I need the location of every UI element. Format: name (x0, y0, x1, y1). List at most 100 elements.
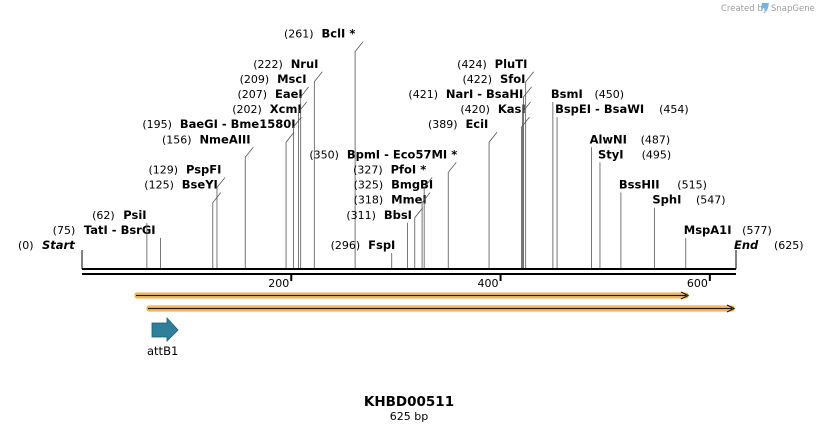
enzyme-name: MmeI (391, 193, 427, 207)
site-psii[interactable]: (62) PsiI (92, 208, 148, 268)
site-name[interactable]: KasI (498, 102, 526, 116)
enzyme-name: FspI (368, 238, 395, 252)
site-name[interactable]: MmeI (391, 193, 427, 207)
site-connector (522, 101, 531, 268)
site-kasi[interactable]: (420) KasI (460, 102, 530, 268)
site-connector (521, 116, 530, 268)
site-name[interactable]: PluTI (495, 57, 528, 71)
site-position: (421) (408, 88, 438, 101)
site-name[interactable]: SphI (652, 193, 681, 207)
site-alwni[interactable]: (487) AlwNI (590, 132, 671, 268)
site-name[interactable]: PsiI (123, 208, 146, 222)
enzyme-name: NarI (446, 87, 473, 101)
enzyme-name: AlwNI (590, 132, 627, 146)
site-name[interactable]: StyI (598, 147, 624, 161)
site-name[interactable]: NarI - BsaHI (446, 87, 523, 101)
site-name[interactable]: BpmI - Eco57MI * (347, 147, 457, 161)
snapgene-logo-icon (761, 3, 769, 12)
site-mmei[interactable]: (318) MmeI (354, 193, 427, 268)
site-connector (212, 192, 222, 268)
site-nmeaiii[interactable]: (156) NmeAIII (162, 132, 254, 268)
orf-arrow-2[interactable] (146, 304, 736, 313)
site-mspa1i[interactable]: (577) MspA1I (684, 223, 772, 268)
site-name[interactable]: AlwNI (590, 132, 627, 146)
site-position: (547) (696, 194, 726, 207)
site-connector (423, 177, 433, 268)
enzyme-name: BclI (322, 27, 346, 41)
orf-arrow-1[interactable] (134, 291, 690, 300)
site-position: (222) (253, 58, 283, 71)
site-name[interactable]: BsmI (551, 87, 583, 101)
site-connector (488, 131, 498, 268)
site-position: (454) (659, 103, 689, 116)
site-name[interactable]: NmeAIII (199, 132, 250, 146)
site-name[interactable]: FspI (368, 238, 395, 252)
site-name[interactable]: EaeI (275, 87, 303, 101)
site-name[interactable]: BaeGI - Bme1580I (180, 117, 296, 131)
site-connector (285, 131, 295, 268)
site-bmgbi[interactable]: (325) BmgBI (354, 178, 434, 268)
site-name[interactable]: BseYI (182, 178, 218, 192)
enzyme-isoschizomer: Bme1580I (231, 117, 296, 131)
site-name[interactable]: BclI * (322, 27, 356, 41)
feature-attB1[interactable]: attB1 (147, 316, 179, 358)
site-connector (414, 207, 424, 268)
enzyme-name: BbsI (384, 208, 412, 222)
site-sphi[interactable]: (547) SphI (652, 193, 726, 268)
site-name[interactable]: XcmI (270, 102, 302, 116)
site-bbsi[interactable]: (311) BbsI (346, 208, 412, 268)
site-bspei[interactable]: (454) BspEI - BsaWI (555, 102, 689, 268)
methylation-star: * (416, 163, 426, 177)
site-name[interactable]: MspA1I (684, 223, 732, 237)
site-nari[interactable]: (421) NarI - BsaHI (408, 87, 531, 268)
enzyme-separator: - (591, 102, 604, 116)
site-name[interactable]: SfoI (500, 72, 525, 86)
methylation-star: * (345, 27, 355, 41)
end-label[interactable]: End (734, 238, 759, 252)
site-ecii[interactable]: (389) EciI (428, 117, 498, 268)
site-position: (389) (428, 118, 458, 131)
site-connector (354, 41, 364, 268)
site-name[interactable]: BssHII (619, 178, 660, 192)
site-fspi[interactable]: (296) FspI (331, 238, 396, 268)
site-pluti[interactable]: (424) PluTI (457, 57, 534, 268)
site-name[interactable]: NruI (291, 57, 319, 71)
site-baegi[interactable]: (195) BaeGI - Bme1580I (142, 117, 296, 268)
site-name[interactable]: BbsI (384, 208, 412, 222)
site-connector (244, 147, 254, 268)
site-sfoi[interactable]: (422) SfoI (462, 72, 532, 268)
site-bcli[interactable]: (261) BclI * (284, 27, 364, 268)
site-pfoi[interactable]: (327) PfoI * (353, 163, 433, 269)
site-name[interactable]: BmgBI (391, 178, 433, 192)
site-styi[interactable]: (495) StyI (598, 147, 671, 268)
site-bsshii[interactable]: (515) BssHII (619, 178, 707, 268)
enzyme-name: EciI (465, 117, 488, 131)
site-name[interactable]: PfoI * (391, 163, 427, 177)
enzyme-name: SphI (652, 193, 681, 207)
site-position: (450) (594, 88, 624, 101)
site-connector (313, 71, 323, 268)
site-nrui[interactable]: (222) NruI (253, 57, 323, 268)
site-tati[interactable]: (75) TatI - BsrGI (53, 223, 161, 268)
site-connector (523, 86, 532, 268)
start-label[interactable]: Start (42, 238, 75, 252)
site-eaei[interactable]: (207) EaeI (238, 87, 307, 268)
enzyme-name: BmgBI (391, 178, 433, 192)
site-bsmi[interactable]: (450) BsmI (551, 87, 624, 268)
site-position: (195) (142, 118, 172, 131)
site-position: (129) (148, 164, 178, 177)
site-connector (421, 192, 431, 268)
site-bseyi[interactable]: (125) BseYI (144, 178, 222, 268)
site-name[interactable]: EciI (465, 117, 488, 131)
site-name[interactable]: PspFI (186, 163, 221, 177)
site-name[interactable]: TatI - BsrGI (84, 223, 156, 237)
start-position: (0) (18, 239, 34, 252)
enzyme-name: BseYI (182, 178, 218, 192)
site-name[interactable]: MscI (277, 72, 306, 86)
site-msci[interactable]: (209) MscI (240, 72, 310, 268)
site-name[interactable]: BspEI - BsaWI (555, 102, 644, 116)
site-pspfi[interactable]: (129) PspFI (148, 163, 226, 269)
site-position: (420) (460, 103, 490, 116)
site-bpmi[interactable]: (350) BpmI - Eco57MI * (309, 147, 457, 268)
